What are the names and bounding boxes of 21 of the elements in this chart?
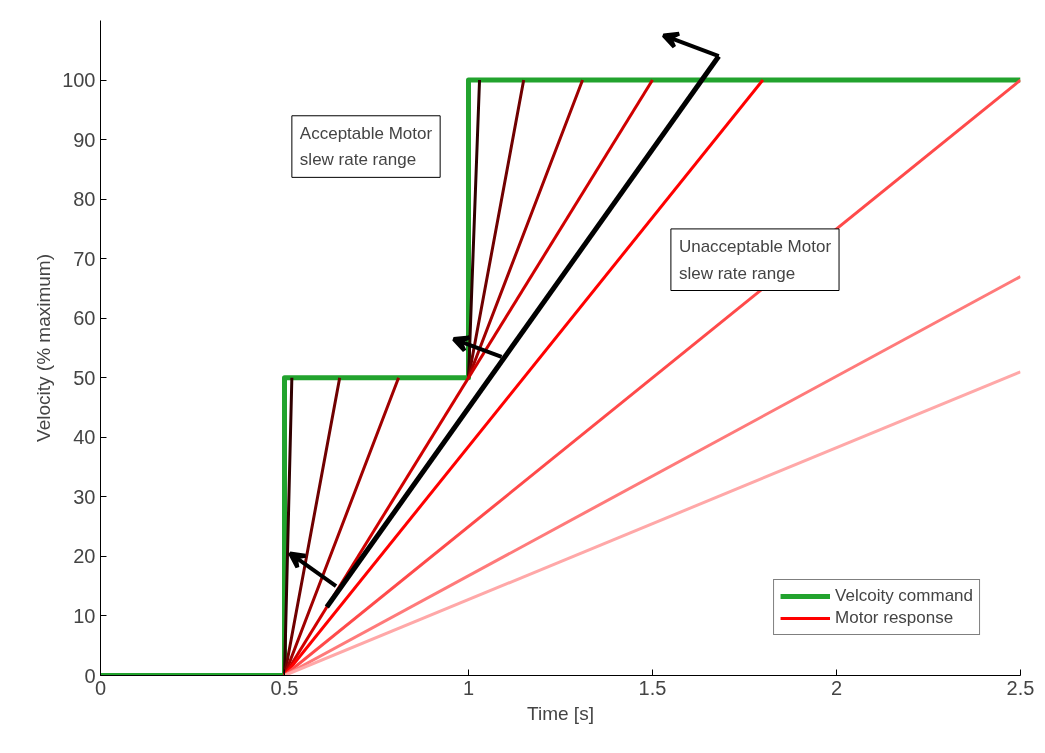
y-tick-label: 50 xyxy=(73,366,96,389)
x-tick-label: 2.5 xyxy=(1006,676,1035,699)
y-tick-label: 80 xyxy=(73,188,96,211)
annotation: Unacceptable Motor slew rate range xyxy=(678,236,832,283)
x-tick-label: 1 xyxy=(462,676,475,699)
annotation: Acceptable Motor slew rate range xyxy=(299,123,433,170)
y-axis-title: Velocity (% maximum) xyxy=(33,254,55,442)
legend-label: Motor response xyxy=(835,608,954,628)
y-tick-label: 30 xyxy=(73,485,96,508)
y-tick-label: 40 xyxy=(73,426,96,449)
y-tick-label: 60 xyxy=(73,307,96,330)
y-tick-label: 10 xyxy=(73,604,96,627)
x-tick-label: 1.5 xyxy=(638,676,667,699)
y-tick-label: 70 xyxy=(73,247,96,270)
y-tick-label: 100 xyxy=(62,69,96,92)
x-axis-title: Time [s] xyxy=(527,702,594,724)
y-tick-label: 90 xyxy=(73,128,96,151)
x-tick-label: 0.5 xyxy=(270,676,299,699)
x-tick-label: 2 xyxy=(830,676,843,699)
y-tick-label: 20 xyxy=(73,545,96,568)
legend-label: Velcoity command xyxy=(835,586,973,606)
